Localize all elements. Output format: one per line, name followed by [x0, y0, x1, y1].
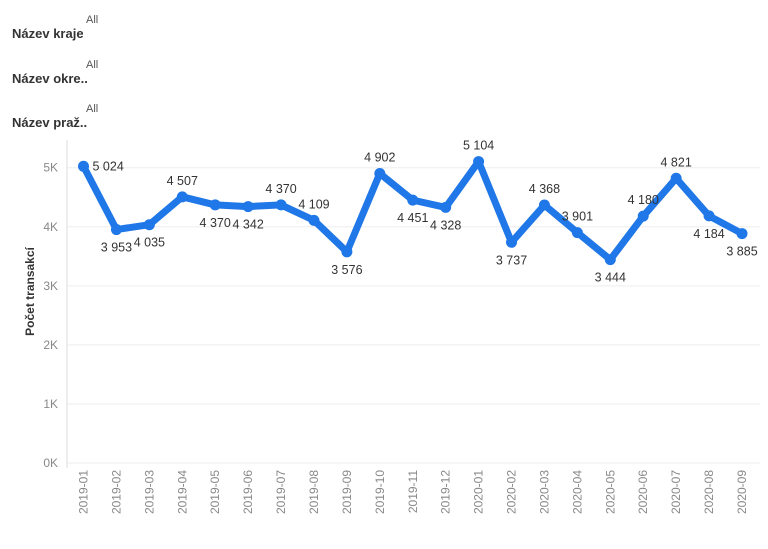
data-point[interactable]: [242, 201, 254, 213]
x-tick-label: 2019-01: [77, 470, 91, 514]
x-tick-label: 2020-02: [505, 470, 519, 514]
data-point[interactable]: [78, 160, 89, 172]
x-tick-label: 2019-10: [373, 470, 387, 514]
x-tick-label: 2019-11: [406, 470, 420, 513]
y-tick-label: 2K: [43, 338, 58, 352]
data-point[interactable]: [571, 227, 583, 239]
data-point[interactable]: [604, 254, 616, 266]
x-tick-label: 2020-06: [636, 470, 650, 514]
x-tick-label: 2019-06: [241, 470, 255, 514]
data-point[interactable]: [209, 199, 221, 211]
data-label: 3 885: [726, 245, 757, 259]
x-tick-label: 2019-12: [439, 470, 453, 514]
x-tick-label: 2020-09: [735, 470, 749, 514]
x-tick-label: 2020-01: [472, 470, 486, 514]
data-label: 4 368: [529, 182, 560, 196]
data-point[interactable]: [407, 194, 419, 206]
data-point[interactable]: [736, 228, 748, 240]
data-label: 3 737: [496, 253, 527, 267]
data-label: 4 342: [232, 218, 263, 232]
filter-value[interactable]: All: [86, 14, 99, 26]
data-point[interactable]: [341, 246, 353, 258]
y-tick-label: 4K: [43, 220, 58, 234]
x-tick-label: 2019-09: [340, 470, 354, 514]
y-tick-label: 5K: [43, 161, 58, 175]
x-tick-label: 2019-05: [208, 470, 222, 514]
data-point[interactable]: [143, 219, 155, 231]
data-point[interactable]: [275, 199, 287, 211]
data-point[interactable]: [703, 210, 715, 222]
filter-label: Název kraje: [12, 26, 84, 41]
data-point[interactable]: [538, 199, 550, 211]
data-label: 3 444: [595, 271, 626, 285]
data-point[interactable]: [670, 172, 682, 184]
data-label: 3 901: [562, 210, 593, 224]
data-point[interactable]: [637, 210, 649, 222]
data-label: 5 104: [463, 139, 494, 153]
filter-label: Název praž..: [12, 115, 88, 130]
data-point[interactable]: [506, 236, 518, 248]
data-label: 5 024: [93, 159, 124, 173]
filter-label: Název okre..: [12, 71, 88, 86]
data-point[interactable]: [110, 224, 122, 236]
x-tick-label: 2020-03: [537, 470, 551, 514]
data-label: 4 370: [265, 182, 296, 196]
data-label: 4 507: [167, 174, 198, 188]
data-label: 4 184: [693, 227, 724, 241]
x-tick-label: 2019-08: [307, 470, 321, 514]
data-label: 4 035: [134, 236, 165, 250]
x-tick-label: 2019-03: [142, 470, 156, 514]
y-tick-label: 3K: [43, 279, 58, 293]
x-tick-label: 2020-04: [570, 470, 584, 514]
filter-value[interactable]: All: [86, 103, 99, 115]
data-label: 4 109: [298, 197, 329, 211]
data-label: 4 902: [364, 151, 395, 165]
data-label: 4 180: [628, 193, 659, 207]
data-point[interactable]: [176, 191, 188, 203]
x-tick-label: 2019-02: [109, 470, 123, 514]
x-tick-label: 2019-07: [274, 470, 288, 514]
x-tick-label: 2019-04: [175, 470, 189, 514]
data-point[interactable]: [473, 156, 485, 168]
data-label: 3 953: [101, 241, 132, 255]
filter-value[interactable]: All: [86, 59, 99, 71]
data-label: 4 451: [397, 211, 428, 225]
data-point[interactable]: [374, 168, 386, 180]
x-tick-label: 2020-05: [603, 470, 617, 514]
data-point[interactable]: [440, 201, 452, 213]
y-axis-title: Počet transakcí: [23, 246, 37, 335]
data-label: 4 370: [200, 216, 231, 230]
data-label: 4 821: [661, 155, 692, 169]
x-tick-label: 2020-07: [669, 470, 683, 514]
y-tick-label: 1K: [43, 397, 58, 411]
data-point[interactable]: [308, 214, 320, 226]
data-label: 4 328: [430, 218, 461, 232]
y-tick-label: 0K: [43, 456, 58, 470]
data-label: 3 576: [331, 263, 362, 277]
x-tick-label: 2020-08: [702, 470, 716, 514]
